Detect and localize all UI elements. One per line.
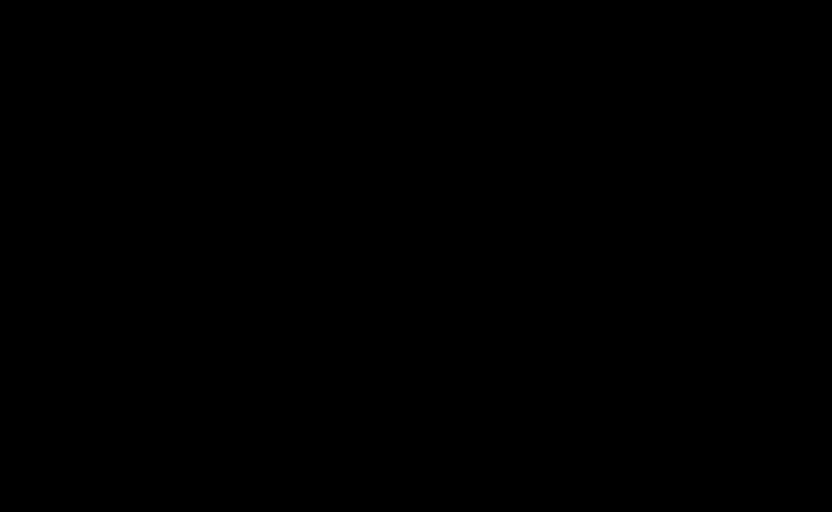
word-cloud [0, 0, 832, 512]
